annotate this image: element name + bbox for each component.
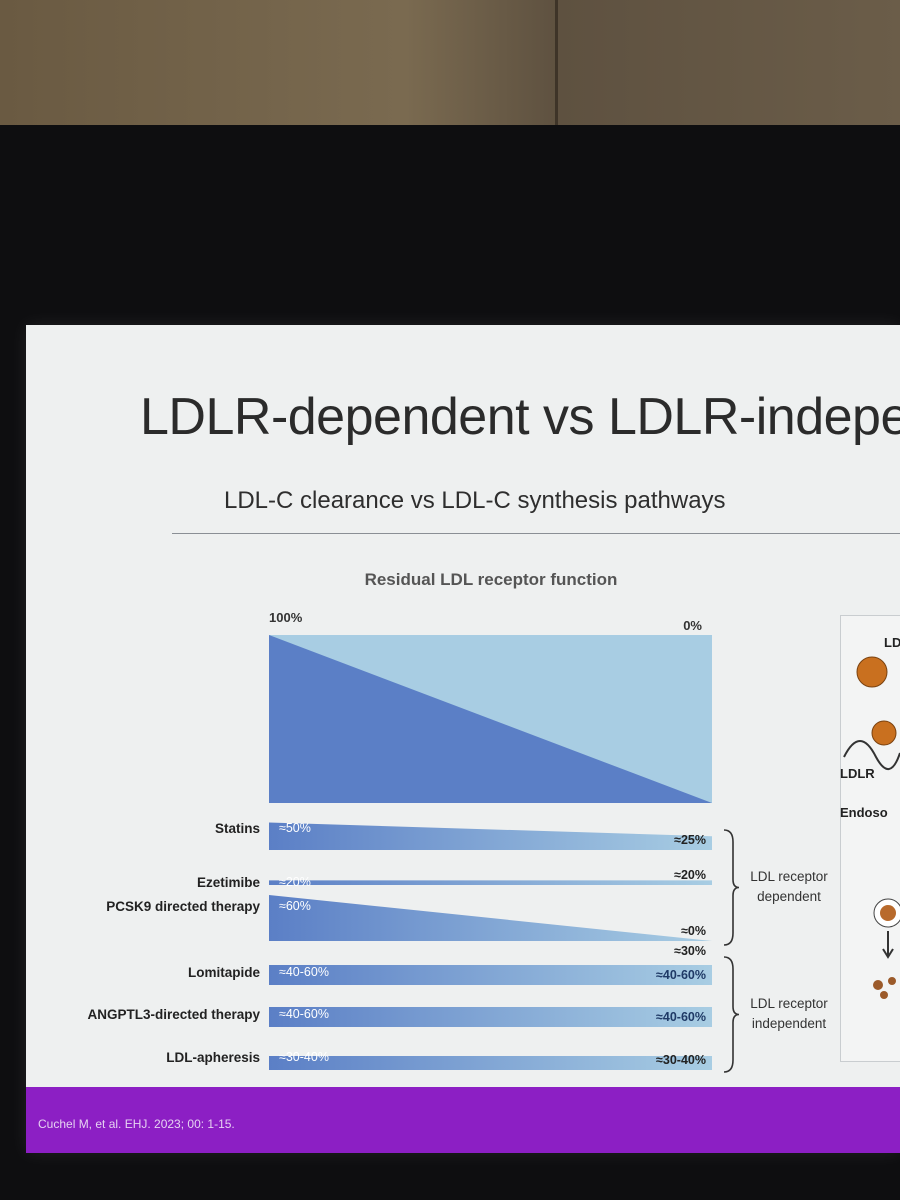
- fragment-1: [873, 980, 883, 990]
- therapy-label-0: Statins: [215, 821, 260, 836]
- brace-independent: [723, 956, 740, 1073]
- endosome-content: [880, 905, 896, 921]
- fragment-2: [888, 977, 896, 985]
- bar-1: [269, 880, 712, 885]
- bar-left-label-1: ≈20%: [279, 875, 311, 889]
- axis-label-left: 100%: [269, 610, 303, 625]
- figure-label-ldlr: LDLR: [840, 766, 875, 781]
- bar-left-label-2: ≈60%: [279, 899, 311, 913]
- bar-right-label-1: ≈20%: [674, 868, 706, 882]
- wall-seam: [555, 0, 558, 140]
- ldlr-pathway-figure: [840, 615, 900, 1062]
- group-label-independent-line2: independent: [752, 1016, 827, 1031]
- bar-right-label-0: ≈25%: [674, 833, 706, 847]
- footer-bar: Cuchel M, et al. EHJ. 2023; 00: 1-15.: [26, 1087, 900, 1153]
- group-label-dependent-line1: LDL receptor: [750, 869, 828, 884]
- therapy-label-3: Lomitapide: [188, 965, 260, 980]
- ldl-particle-2: [871, 720, 897, 746]
- group-label-dependent-line2: dependent: [757, 889, 821, 904]
- ldl-particle-1: [856, 656, 888, 688]
- therapy-label-2: PCSK9 directed therapy: [106, 899, 260, 914]
- slide-subtitle: LDL-C clearance vs LDL-C synthesis pathw…: [224, 487, 726, 514]
- overview-dark-triangle: [269, 635, 712, 803]
- title-divider: [172, 533, 900, 534]
- chart-title: Residual LDL receptor function: [365, 570, 618, 589]
- bar-left-label-4: ≈40-60%: [279, 1007, 329, 1021]
- therapy-label-5: LDL-apheresis: [166, 1050, 260, 1065]
- figure-label-ld: LD: [884, 635, 900, 650]
- background-wall: [0, 0, 900, 140]
- bar-right-extra-2: ≈30%: [674, 944, 706, 958]
- therapy-label-4: ANGPTL3-directed therapy: [87, 1007, 260, 1022]
- bar-right-label-3: ≈40-60%: [656, 968, 706, 982]
- slide-title: LDLR-dependent vs LDLR-indeper: [140, 388, 900, 446]
- axis-label-right: 0%: [683, 618, 702, 633]
- arrow-down: [882, 931, 894, 959]
- bar-0: [269, 822, 712, 850]
- bar-left-label-5: ≈30-40%: [279, 1050, 329, 1064]
- fragment-3: [880, 991, 888, 999]
- bar-right-label-2: ≈0%: [681, 924, 706, 938]
- bar-4: [269, 1007, 712, 1027]
- bar-5: [269, 1056, 712, 1070]
- bar-right-label-5: ≈30-40%: [656, 1053, 706, 1067]
- bar-left-label-0: ≈50%: [279, 821, 311, 835]
- bar-2: [269, 895, 712, 941]
- brace-dependent: [723, 829, 740, 946]
- presentation-slide: LDLR-dependent vs LDLR-indeper LDL-C cle…: [26, 325, 900, 1153]
- figure-label-endoso: Endoso: [840, 805, 888, 820]
- group-label-independent-line1: LDL receptor: [750, 996, 828, 1011]
- bar-left-label-3: ≈40-60%: [279, 965, 329, 979]
- bar-3: [269, 965, 712, 985]
- therapy-label-1: Ezetimibe: [197, 875, 261, 890]
- bar-right-label-4: ≈40-60%: [656, 1010, 706, 1024]
- membrane-curve: [843, 740, 900, 770]
- residual-ldlr-chart: Residual LDL receptor function 100% 0% Stat…: [87, 570, 900, 1073]
- citation: Cuchel M, et al. EHJ. 2023; 00: 1-15.: [38, 1117, 235, 1131]
